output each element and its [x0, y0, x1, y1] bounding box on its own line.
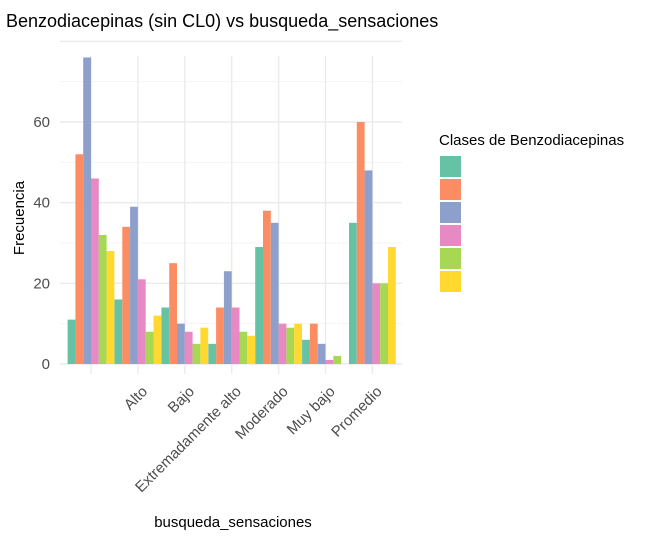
y-tick-label: 40 [33, 195, 50, 212]
legend-title: Clases de Benzodiacepinas [439, 132, 624, 149]
x-tick-label: Promedio [328, 383, 385, 440]
bar [161, 307, 170, 364]
legend-key [440, 156, 461, 177]
bar [286, 327, 295, 364]
bar [153, 315, 162, 364]
y-tick-label: 0 [42, 356, 50, 373]
legend-key [440, 202, 461, 223]
bar [169, 263, 177, 364]
bar [239, 331, 248, 364]
chart-title: Benzodiacepinas (sin CL0) vs busqueda_se… [6, 11, 438, 32]
bar [106, 251, 115, 364]
x-tick-label: Alto [121, 383, 151, 413]
bar [223, 271, 232, 364]
x-axis-title: busqueda_sensaciones [154, 514, 312, 531]
bar [130, 206, 138, 364]
bar [122, 226, 131, 364]
bar [98, 234, 107, 364]
bar [247, 335, 256, 364]
y-tick-label: 60 [33, 114, 50, 131]
bar [349, 222, 357, 364]
bar [75, 154, 84, 364]
bar [177, 323, 185, 364]
legend-key [440, 248, 461, 269]
bar [137, 279, 146, 364]
x-tick-label: Bajo [165, 383, 198, 416]
bar [270, 222, 279, 364]
bar [208, 343, 217, 364]
legend: Clases de Benzodiacepinas [439, 132, 624, 292]
bar [231, 307, 240, 364]
bar [184, 331, 193, 364]
bar [317, 343, 326, 364]
bar [325, 359, 334, 364]
bar [309, 323, 318, 364]
bar [91, 178, 99, 364]
bar [216, 307, 224, 364]
bar [302, 339, 310, 364]
bar [114, 299, 123, 364]
y-tick-label: 20 [33, 275, 50, 292]
bar [67, 319, 76, 364]
bar [333, 355, 342, 364]
bar [192, 343, 201, 364]
bar [145, 331, 154, 364]
legend-key [440, 225, 461, 246]
legend-key [440, 271, 461, 292]
bar [200, 327, 209, 364]
bar [364, 170, 373, 364]
bar [294, 323, 302, 364]
bar [372, 283, 381, 364]
bars-layer [67, 57, 396, 364]
bar [263, 210, 271, 364]
bar [356, 122, 365, 364]
bar [380, 283, 388, 364]
bar [388, 247, 396, 364]
bar [83, 57, 91, 364]
bar [255, 247, 263, 364]
bar [278, 323, 287, 364]
legend-key [440, 179, 461, 200]
y-axis-title: Frecuencia [11, 180, 28, 255]
y-axis-ticks: 0 20 40 60 [33, 114, 50, 373]
legend-items [440, 156, 461, 292]
